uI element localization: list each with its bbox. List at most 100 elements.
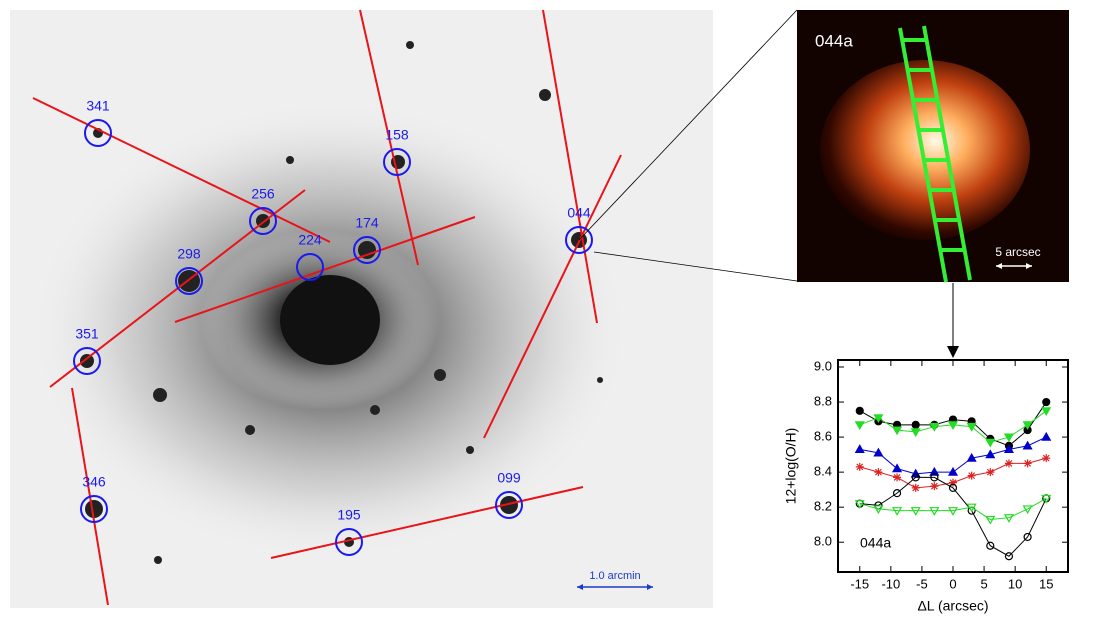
data-point xyxy=(1023,459,1032,468)
data-point xyxy=(947,507,959,516)
x-tick-label: -5 xyxy=(916,576,928,591)
data-point xyxy=(854,500,865,509)
data-point xyxy=(1022,421,1033,431)
data-point xyxy=(893,473,902,482)
x-tick-label: -15 xyxy=(850,576,869,591)
data-point xyxy=(911,420,920,429)
data-point xyxy=(892,507,903,516)
chart-annotation: 044a xyxy=(860,535,891,551)
data-point xyxy=(929,507,940,516)
data-point xyxy=(854,421,865,431)
region-circle xyxy=(73,347,101,375)
region-label: 346 xyxy=(82,474,106,490)
region-label: 298 xyxy=(177,246,201,262)
y-tick-label: 8.0 xyxy=(814,534,832,549)
inset-image: 044a 5 arcsec xyxy=(797,10,1069,283)
data-point xyxy=(910,507,921,516)
data-point xyxy=(911,473,920,482)
data-point xyxy=(1042,397,1051,407)
data-point xyxy=(1004,552,1014,561)
data-point xyxy=(966,422,977,432)
data-point xyxy=(873,505,884,515)
galaxy-image xyxy=(10,10,713,608)
data-point xyxy=(947,466,959,476)
data-point xyxy=(854,444,865,453)
x-tick-label: 5 xyxy=(980,576,987,591)
data-point xyxy=(1041,494,1052,504)
region-circle xyxy=(296,253,324,281)
data-point xyxy=(1003,514,1014,523)
x-tick-label: 10 xyxy=(1008,576,1022,591)
region-circle xyxy=(495,491,523,519)
data-point xyxy=(949,478,957,487)
slit-line xyxy=(359,9,419,266)
series-line xyxy=(859,497,1047,520)
region-circle xyxy=(335,528,363,556)
series-line xyxy=(859,476,1047,557)
region-circle xyxy=(565,226,593,254)
data-point xyxy=(1003,433,1014,443)
x-tick-label: -10 xyxy=(881,576,900,591)
x-axis-label: ΔL (arcsec) xyxy=(917,598,988,614)
data-point xyxy=(986,468,995,477)
region-circle xyxy=(353,236,381,264)
data-point xyxy=(929,466,940,476)
slit-line xyxy=(32,97,331,243)
data-point xyxy=(930,482,939,491)
data-point xyxy=(985,449,996,459)
region-circle xyxy=(80,495,108,523)
slit-line xyxy=(270,486,584,559)
region-label: 256 xyxy=(251,186,275,202)
data-point xyxy=(985,438,996,448)
data-point xyxy=(985,515,996,525)
region-label: 195 xyxy=(337,507,361,523)
region-label: 351 xyxy=(75,326,99,342)
data-point xyxy=(874,468,883,477)
region-circle xyxy=(249,207,277,235)
data-point xyxy=(873,414,884,424)
data-point xyxy=(966,452,977,462)
data-point xyxy=(1003,444,1014,453)
data-point xyxy=(892,489,902,498)
region-circle xyxy=(383,148,411,176)
region-label: 099 xyxy=(497,470,521,486)
slit-line xyxy=(542,9,598,324)
y-tick-label: 9.0 xyxy=(814,358,832,373)
data-point xyxy=(855,462,864,471)
data-point xyxy=(967,471,976,480)
data-point xyxy=(873,447,884,457)
y-tick-label: 8.6 xyxy=(814,429,832,444)
data-point xyxy=(1022,440,1033,450)
data-point xyxy=(1023,532,1032,542)
y-axis-label: 12+log(O/H) xyxy=(783,428,799,505)
data-point xyxy=(986,541,995,550)
chart: -15 -10 -5 0 5 10 15 8.0 8.2 8.4 8.6 8.8 9.0 ΔL (arcs… xyxy=(783,358,1069,614)
x-tick-label: 15 xyxy=(1039,576,1053,591)
data-point xyxy=(911,483,920,492)
data-point xyxy=(930,473,939,482)
y-tick-label: 8.8 xyxy=(814,393,832,408)
inset-scale-label: 5 arcsec xyxy=(995,245,1040,259)
region-label: 044 xyxy=(567,205,591,221)
data-point xyxy=(947,421,959,431)
region-label: 174 xyxy=(355,215,379,231)
data-point xyxy=(1041,407,1052,417)
data-point xyxy=(1041,431,1052,441)
data-point xyxy=(948,483,958,493)
slit-line xyxy=(483,154,622,439)
inset-label: 044a xyxy=(815,31,853,50)
data-point xyxy=(1004,459,1013,468)
y-tick-label: 8.2 xyxy=(814,499,832,514)
slit-line xyxy=(174,216,476,323)
data-point xyxy=(892,463,903,473)
data-point xyxy=(910,428,921,438)
image-scale-bar: 1.0 arcmin xyxy=(577,570,653,590)
data-point xyxy=(892,426,903,436)
data-point xyxy=(855,406,864,415)
data-point xyxy=(1042,454,1051,463)
x-tick-label: 0 xyxy=(949,576,956,591)
data-point xyxy=(1022,505,1033,515)
region-circle xyxy=(84,119,112,147)
data-point xyxy=(966,503,977,513)
